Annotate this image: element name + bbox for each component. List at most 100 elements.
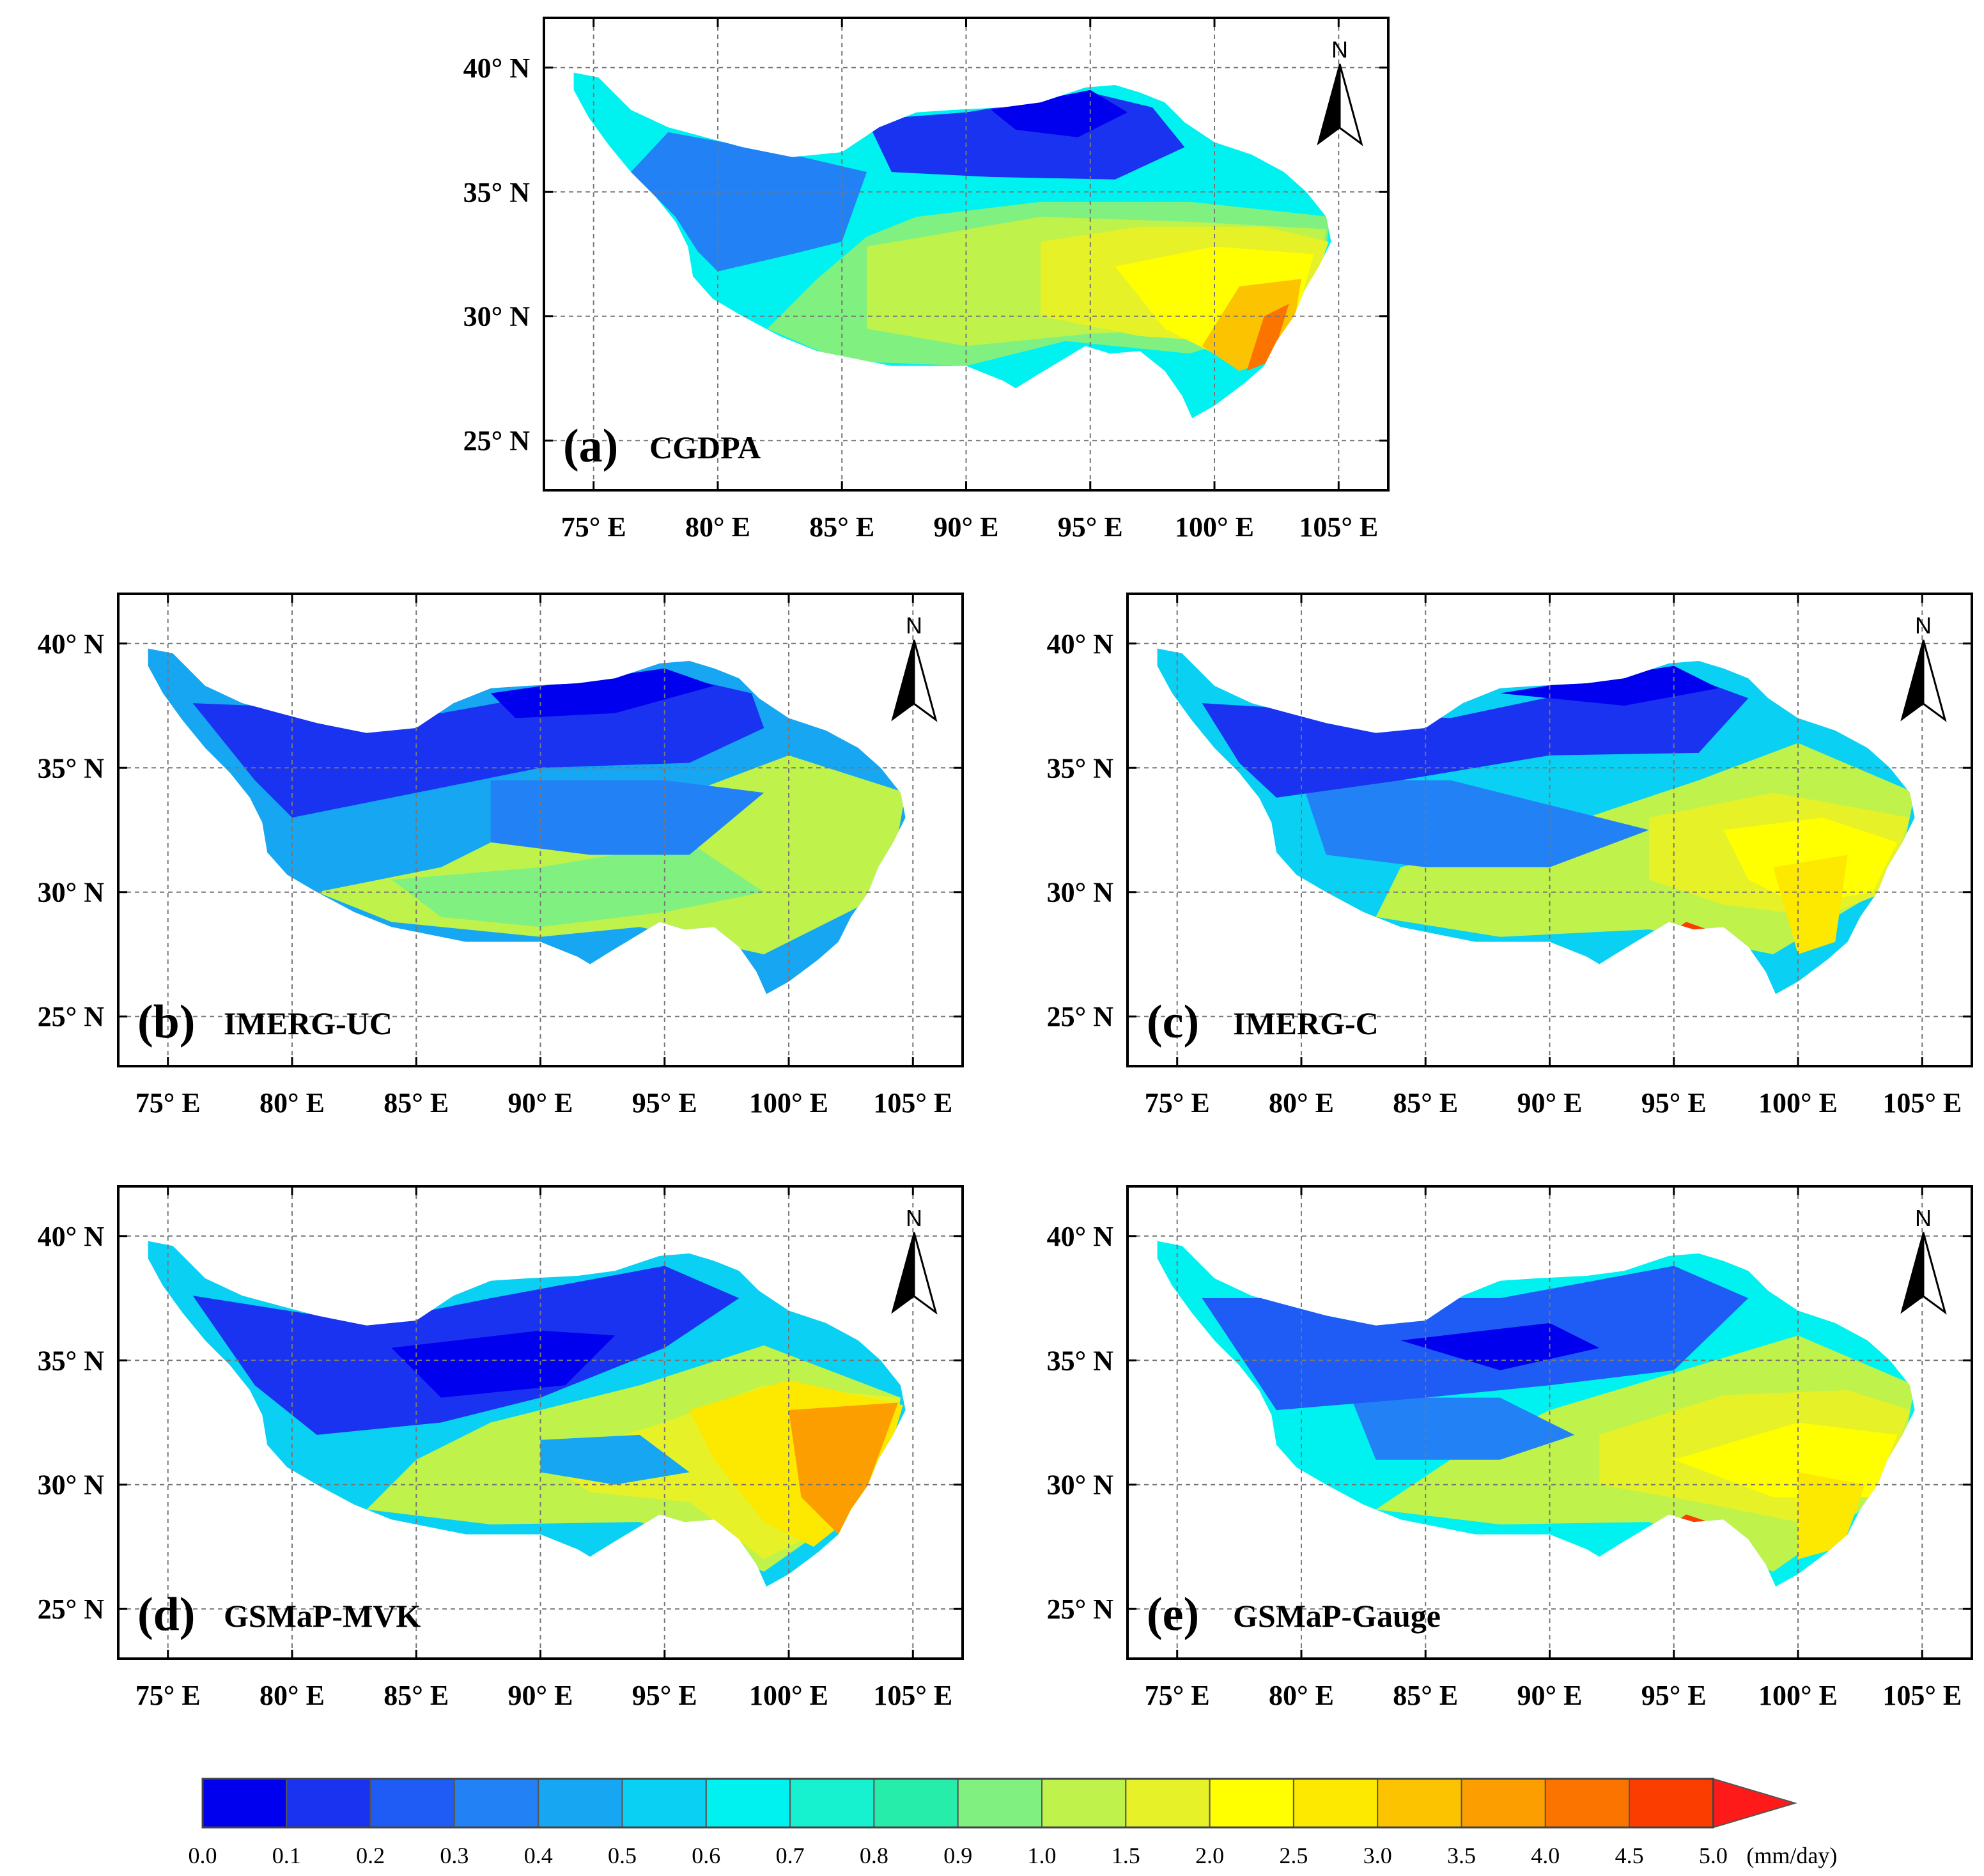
lon-tick-label: 80° E	[260, 1680, 325, 1711]
lat-tick-label: 40° N	[1047, 1221, 1114, 1252]
lat-tick-label: 35° N	[38, 1345, 105, 1376]
precip-zone	[1400, 1322, 1600, 1370]
lon-tick-label: 100° E	[1758, 1680, 1838, 1711]
map-panel-e: 75° E 80° E 85° E 90° E 95° E 100° E 105° E 40°…	[1047, 1185, 1973, 1711]
colorbar-label: 0.1	[272, 1843, 301, 1868]
lon-tick-label: 100° E	[1175, 511, 1254, 543]
colorbar-label: 0.7	[776, 1843, 805, 1868]
north-label: N	[1915, 1205, 1932, 1231]
lon-tick-label: 90° E	[508, 1680, 573, 1711]
north-arrow-icon: N	[1900, 1205, 1947, 1315]
lon-tick-label: 85° E	[1393, 1680, 1458, 1711]
map-panel-a: 75° E 80° E 85° E 90° E 95° E 100° E 105° E 40°…	[463, 17, 1390, 543]
lon-tick-label: 105° E	[1882, 1087, 1962, 1119]
precip-zone	[1500, 665, 1719, 706]
colorbar-label: 0.0	[189, 1843, 217, 1868]
precip-zone	[490, 780, 764, 855]
lon-tick-label: 80° E	[1269, 1680, 1334, 1711]
lon-tick-label: 100° E	[1758, 1087, 1838, 1119]
panel-name: CGDPA	[649, 430, 761, 465]
colorbar-bin	[453, 1778, 539, 1828]
colorbar-label: 1.0	[1028, 1843, 1057, 1868]
lat-tick-label: 30° N	[463, 301, 531, 332]
colorbar-bin	[957, 1778, 1042, 1828]
lat-tick-label: 40° N	[38, 628, 105, 660]
panel-name: GSMaP-MVK	[224, 1598, 421, 1634]
lon-tick-label: 105° E	[873, 1087, 952, 1119]
lon-tick-label: 80° E	[1269, 1087, 1334, 1119]
lon-tick-label: 75° E	[561, 511, 626, 543]
north-arrow-icon: N	[1900, 612, 1947, 722]
colorbar-bin	[1209, 1778, 1294, 1828]
lat-tick-label: 30° N	[38, 1469, 105, 1501]
lat-tick-label: 25° N	[38, 1001, 105, 1032]
colorbar: 0.0 0.1 0.2 0.3 0.4 0.5 0.6 0.7 0.8 0.9 1.0 1.5 2.0 2…	[189, 1778, 1837, 1868]
colorbar-bin	[1292, 1778, 1379, 1828]
lon-tick-label: 105° E	[1299, 511, 1378, 543]
colorbar-label: 0.2	[356, 1843, 385, 1868]
lat-tick-label: 25° N	[463, 425, 531, 456]
lat-tick-label: 30° N	[1047, 1469, 1114, 1501]
lon-tick-label: 95° E	[632, 1087, 697, 1119]
lon-tick-label: 85° E	[809, 511, 874, 543]
colorbar-label: 3.0	[1363, 1843, 1392, 1868]
lon-tick-label: 105° E	[873, 1680, 952, 1711]
precip-zone	[991, 89, 1128, 137]
colorbar-bin	[369, 1778, 455, 1828]
colorbar-label: 0.8	[860, 1843, 888, 1868]
north-label: N	[906, 612, 922, 639]
lon-tick-label: 90° E	[1517, 1680, 1583, 1711]
lon-tick-label: 75° E	[1145, 1680, 1210, 1711]
colorbar-label: 0.5	[608, 1843, 637, 1868]
precip-zone	[1673, 1422, 1898, 1498]
lon-tick-label: 75° E	[136, 1087, 201, 1119]
precip-zone	[1798, 1472, 1865, 1560]
colorbar-label: 5.0	[1699, 1843, 1728, 1868]
lon-tick-label: 85° E	[384, 1680, 449, 1711]
north-arrow-icon: N	[891, 1205, 938, 1315]
lon-tick-label: 85° E	[384, 1087, 449, 1119]
panel-name: IMERG-C	[1233, 1005, 1379, 1041]
panel-name: IMERG-UC	[224, 1005, 392, 1041]
lat-tick-label: 30° N	[38, 877, 105, 908]
lon-tick-label: 95° E	[1641, 1087, 1707, 1119]
lon-tick-label: 75° E	[1145, 1087, 1210, 1119]
colorbar-bin	[621, 1778, 707, 1828]
north-label: N	[906, 1205, 922, 1231]
panel-letter: (a)	[563, 420, 618, 472]
lon-tick-label: 90° E	[934, 511, 999, 543]
colorbar-label: 0.9	[943, 1843, 972, 1868]
colorbar-bin	[705, 1778, 791, 1828]
precip-zone	[391, 1330, 616, 1398]
precip-zone	[490, 668, 715, 718]
lon-tick-label: 80° E	[685, 511, 750, 543]
colorbar-label: 0.4	[524, 1843, 553, 1868]
north-arrow-icon: N	[891, 612, 938, 722]
lat-tick-label: 30° N	[1047, 877, 1114, 908]
precip-zone	[1246, 304, 1289, 371]
colorbar-unit: (mm/day)	[1746, 1843, 1837, 1868]
lon-tick-label: 100° E	[749, 1680, 828, 1711]
lat-tick-label: 25° N	[1047, 1593, 1114, 1625]
map-panel-c: 75° E 80° E 85° E 90° E 95° E 100° E 105° E 40°…	[1047, 593, 1973, 1119]
north-arrow-icon: N	[1317, 36, 1363, 146]
colorbar-bin	[873, 1778, 959, 1828]
lat-tick-label: 35° N	[463, 176, 531, 208]
colorbar-label: 4.5	[1615, 1843, 1644, 1868]
lon-tick-label: 75° E	[136, 1680, 201, 1711]
lat-tick-label: 40° N	[1047, 628, 1114, 660]
lon-tick-label: 85° E	[1393, 1087, 1458, 1119]
panel-letter: (c)	[1147, 996, 1199, 1048]
lon-tick-label: 95° E	[1058, 511, 1123, 543]
colorbar-bin	[1377, 1778, 1462, 1828]
lon-tick-label: 95° E	[1641, 1680, 1707, 1711]
lat-tick-label: 40° N	[463, 52, 531, 84]
lon-tick-label: 95° E	[632, 1680, 697, 1711]
panel-letter: (d)	[137, 1588, 195, 1641]
lat-tick-label: 35° N	[1047, 752, 1114, 784]
colorbar-bin	[202, 1778, 288, 1828]
colorbar-bin	[1544, 1778, 1631, 1828]
precip-zone	[1351, 1397, 1575, 1460]
lat-tick-label: 40° N	[38, 1221, 105, 1252]
